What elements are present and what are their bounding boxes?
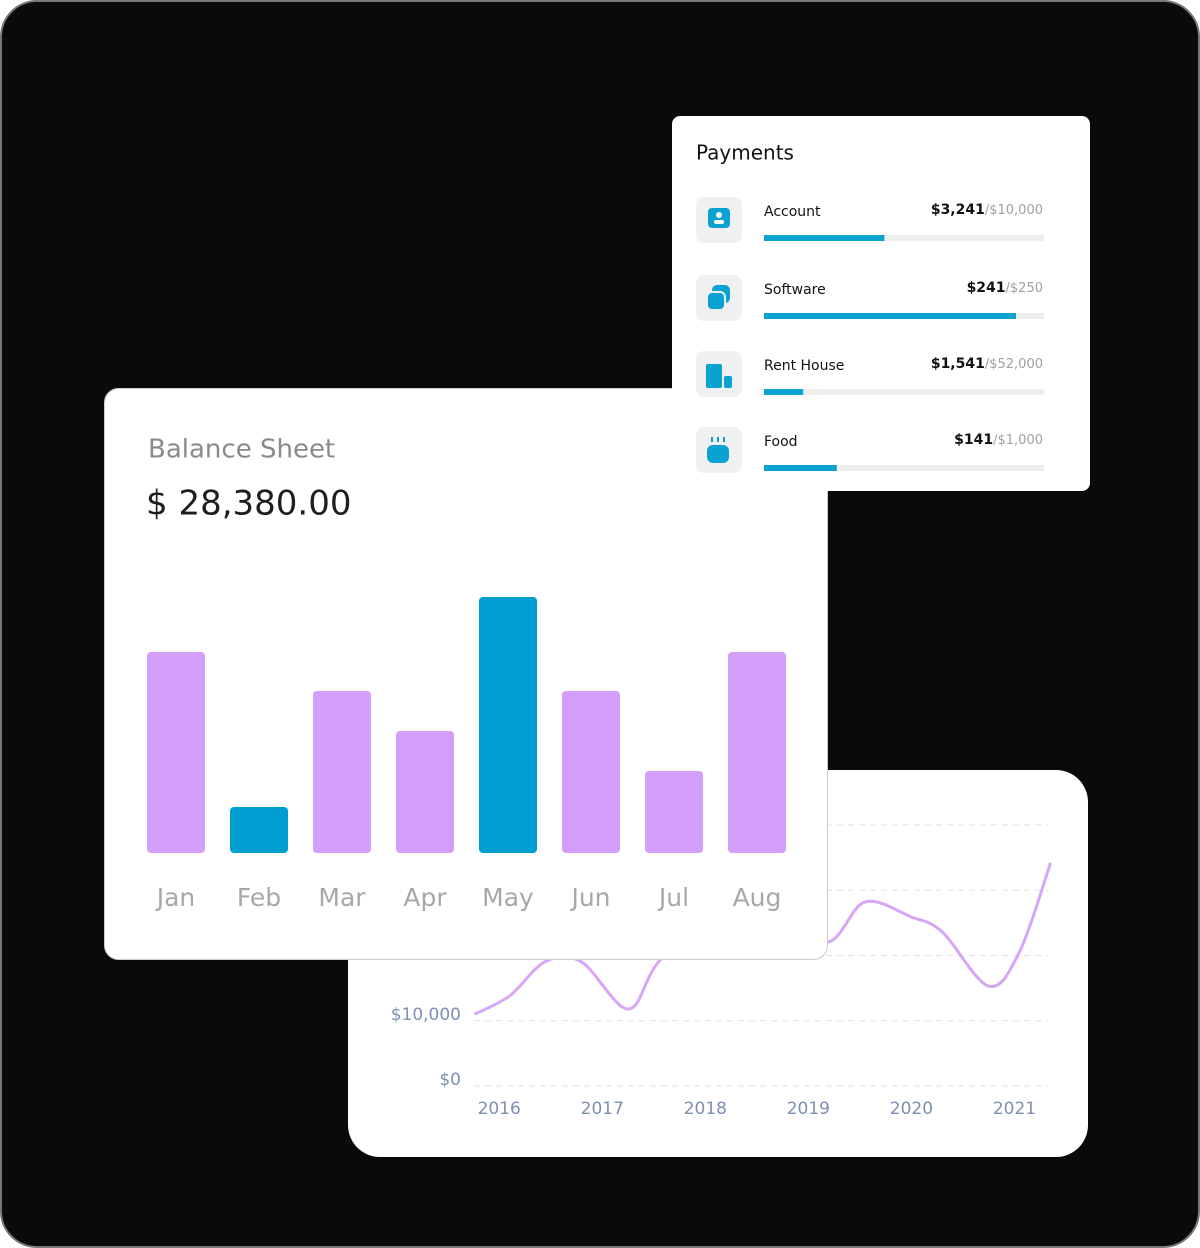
- x-tick-label: 2018: [684, 1099, 727, 1119]
- limit: /$10,000: [985, 203, 1043, 218]
- bar: [479, 597, 537, 853]
- payment-amount: $3,241/$10,000: [931, 202, 1043, 218]
- x-tick-label: Jan: [155, 883, 196, 912]
- limit: /$250: [1006, 281, 1043, 296]
- x-tick-label: Apr: [403, 883, 447, 912]
- x-tick-label: 2020: [890, 1099, 933, 1119]
- y-tick-label: $0: [439, 1070, 461, 1090]
- payment-name: Food: [764, 434, 798, 450]
- progress-track: [764, 465, 1044, 471]
- card-title: Balance Sheet: [148, 435, 335, 465]
- bar: [147, 652, 205, 853]
- payment-name: Rent House: [764, 358, 844, 374]
- progress-bar: [764, 389, 804, 395]
- card: [672, 116, 1090, 491]
- progress-track: [764, 235, 1044, 241]
- progress-bar: [764, 313, 1016, 319]
- bar: [230, 807, 288, 853]
- icon-shape: [707, 445, 729, 463]
- payment-row: Rent House $1,541/$52,000: [696, 351, 1044, 397]
- icon-shape: [717, 437, 719, 442]
- payment-name: Account: [764, 204, 821, 220]
- limit: /$52,000: [985, 357, 1043, 372]
- icon-shape: [706, 291, 726, 311]
- icon-shape: [706, 364, 722, 388]
- bar: [645, 771, 703, 853]
- limit: /$1,000: [993, 433, 1043, 448]
- icon-shape: [714, 220, 724, 224]
- x-tick-label: Jul: [657, 883, 689, 912]
- payment-amount: $241/$250: [967, 280, 1043, 296]
- x-tick-label: 2017: [581, 1099, 624, 1119]
- x-tick-label: 2019: [787, 1099, 830, 1119]
- x-tick-label: Aug: [733, 883, 782, 912]
- payments-title: Payments: [696, 141, 794, 165]
- total: $ 28,380.00: [146, 484, 351, 524]
- amount: $241: [967, 280, 1006, 296]
- progress-bar: [764, 235, 885, 241]
- icon-shape: [724, 376, 732, 388]
- bar: [562, 691, 620, 853]
- payment-row: Food $141/$1,000: [696, 427, 1044, 473]
- progress-track: [764, 389, 1044, 395]
- payment-row: Account $3,241/$10,000: [696, 197, 1044, 243]
- x-tick-label: May: [482, 883, 534, 912]
- y-tick-label: $10,000: [391, 1005, 461, 1025]
- amount: $141: [954, 432, 993, 448]
- amount: $3,241: [931, 202, 985, 218]
- bar: [728, 652, 786, 853]
- x-tick-label: Feb: [237, 883, 281, 912]
- x-tick-label: 2016: [478, 1099, 521, 1119]
- x-tick-label: Mar: [318, 883, 366, 912]
- payment-name: Software: [764, 282, 826, 298]
- x-tick-label: Jun: [569, 883, 610, 912]
- progress-bar: [764, 465, 837, 471]
- bar: [313, 691, 371, 853]
- payment-amount: $141/$1,000: [954, 432, 1043, 448]
- x-tick-label: 2021: [993, 1099, 1036, 1119]
- icon-shape: [716, 212, 722, 218]
- icon-shape: [723, 437, 725, 442]
- balance-card: Balance Sheet $ 28,380.00 Jan Feb Mar Apr Ma…: [104, 388, 828, 960]
- icon-shape: [711, 437, 713, 442]
- payment-amount: $1,541/$52,000: [931, 356, 1043, 372]
- amount: $1,541: [931, 356, 985, 372]
- payments-card: Payments Account $3,241/$10,000 Software $2…: [672, 116, 1090, 491]
- payment-row: Software $241/$250: [696, 275, 1044, 321]
- bar: [396, 731, 454, 853]
